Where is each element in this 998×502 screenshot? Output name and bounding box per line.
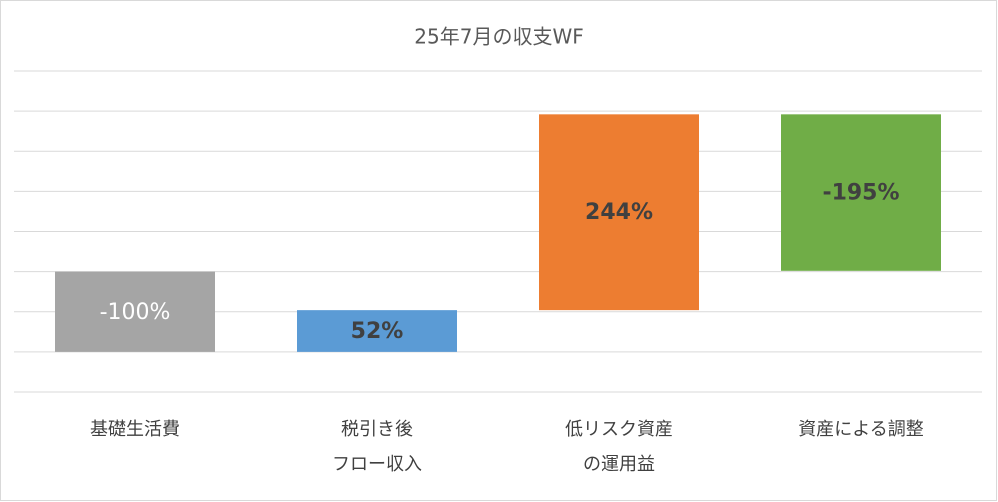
- x-tick-label: 基礎生活費: [90, 419, 180, 440]
- bar: [297, 310, 457, 352]
- data-label: 52%: [351, 319, 404, 344]
- bar: [539, 114, 699, 311]
- bar: [55, 271, 215, 352]
- x-tick-label: 税引き後フロー収入: [332, 419, 422, 475]
- x-tick-label: 資産による調整: [798, 419, 923, 440]
- chart-title: 25年7月の収支WF: [414, 25, 583, 49]
- data-label: -100%: [100, 300, 171, 325]
- bar: [781, 114, 941, 271]
- data-label: 244%: [585, 200, 653, 225]
- data-label: -195%: [822, 181, 899, 206]
- x-tick-label: 低リスク資産の運用益: [565, 419, 673, 475]
